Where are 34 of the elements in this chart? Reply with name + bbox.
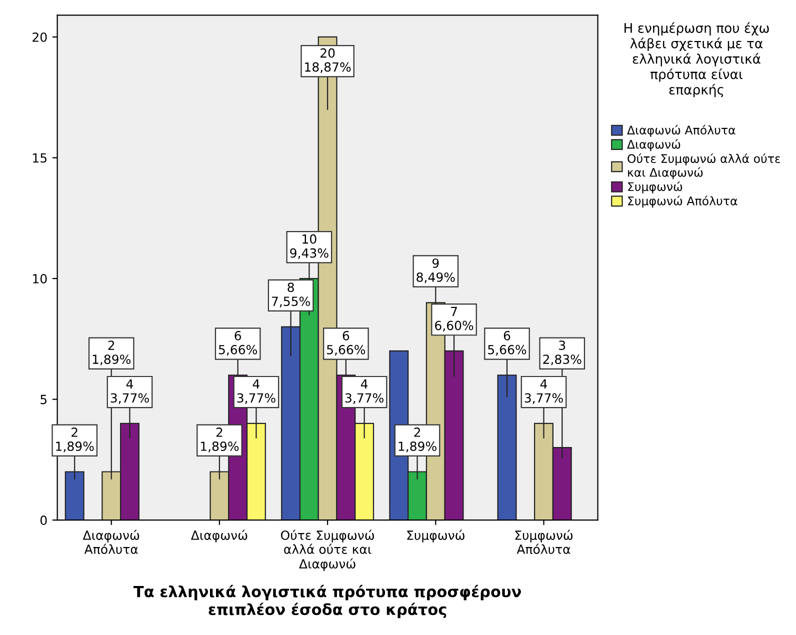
data-label: 8 7,55% [272,282,310,308]
x-tick-label: Ούτε Συμφωνώ αλλά ούτε και Διαφωνώ [280,530,374,571]
x-tick-label: Συμφωνώ [407,530,464,542]
legend-label: Διαφωνώ [627,139,680,152]
x-tick-label: Συμφωνώ Απόλυτα [515,530,573,554]
data-label: 20 18,87% [305,48,351,74]
data-label: 10 9,43% [290,234,328,260]
y-tick-label: 15 [33,153,46,163]
data-label: 2 1,89% [92,340,131,366]
legend-label: Συμφωνώ Απόλυτα [628,196,738,208]
data-label: 2 1,89% [200,428,239,452]
data-label: 7 6,60% [435,306,474,332]
legend-label: Διαφωνώ Απόλυτα [627,124,736,137]
legend-label: Συμφωνώ [628,181,682,194]
data-label: 6 5,66% [327,330,366,356]
y-tick-label: 5 [40,394,46,404]
y-tick-label: 0 [40,516,47,525]
y-tick-label: 10 [33,274,47,284]
data-label: 3 2,83% [543,340,582,366]
data-label: 4 3,77% [237,379,276,404]
x-axis-title: Τα ελληνικά λογιστικά πρότυπα προσφέρουν επιπλέον έσοδα στο κράτος [133,584,521,618]
y-tick-label: 20 [32,32,47,42]
x-tick-label: Διαφωνώ [190,530,248,542]
data-label: 6 5,66% [488,330,526,356]
data-label: 4 3,77% [110,379,149,404]
data-label: 9 8,49% [416,258,455,284]
legend-label: Ούτε Συμφωνώ αλλά ούτε και Διαφωνώ [628,153,780,180]
x-tick-label: Διαφωνώ Απόλυτα [82,530,140,554]
data-label: 4 3,77% [345,379,384,404]
data-label: 4 3,77% [524,379,563,404]
legend-title: Η ενημέρωση που έχω λάβει σχετικά με τα ελληνικά λογιστικά πρότυπα είναι επαρκής [624,22,769,98]
data-label: 2 1,89% [398,428,436,452]
data-label: 2 1,89% [56,428,94,452]
data-label: 6 5,66% [218,330,257,356]
